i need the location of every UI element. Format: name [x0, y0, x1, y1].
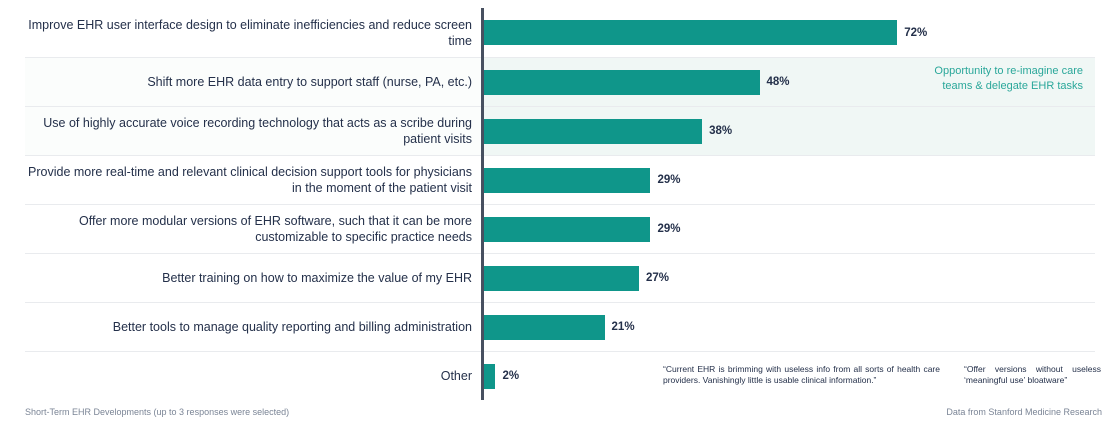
category-label: Offer more modular versions of EHR softw… — [79, 214, 472, 244]
bar-track: 29% — [481, 156, 1095, 204]
bar — [484, 20, 898, 45]
bar — [484, 118, 703, 144]
value-label: 2% — [502, 370, 520, 382]
category-label: Other — [440, 369, 472, 383]
bar — [484, 216, 651, 242]
category-label: Better tools to manage quality reporting… — [112, 320, 472, 334]
quote-2: “Offer versions without useless ‘meaning… — [964, 364, 1101, 385]
chart-row: Better tools to manage quality reporting… — [25, 302, 1095, 351]
bar — [484, 69, 760, 95]
bar-track: 27% — [481, 254, 1095, 302]
chart-caption: Short-Term EHR Developments (up to 3 res… — [25, 407, 290, 417]
value-label: 27% — [645, 272, 669, 284]
chart-row: Offer more modular versions of EHR softw… — [25, 204, 1095, 253]
bar-track: 2% — [481, 352, 1095, 400]
bar-track: 29% — [481, 205, 1095, 253]
value-label: 29% — [657, 223, 681, 235]
value-label: 48% — [766, 76, 790, 88]
chart-row: Shift more EHR data entry to support sta… — [25, 57, 1095, 106]
chart-row: Improve EHR user interface design to eli… — [25, 8, 1095, 57]
highlight-annotation-line-2: teams & delegate EHR tasks — [942, 79, 1083, 92]
value-label: 38% — [709, 125, 733, 137]
chart-row: Use of highly accurate voice recording t… — [25, 106, 1095, 155]
category-label: Better training on how to maximize the v… — [162, 271, 472, 285]
y-axis-line — [481, 8, 484, 400]
value-label: 72% — [904, 26, 928, 39]
bar — [484, 265, 639, 291]
data-source: Data from Stanford Medicine Research — [946, 407, 1102, 417]
chart-row: Better training on how to maximize the v… — [25, 253, 1095, 302]
value-label: 29% — [657, 174, 681, 186]
category-label: Provide more real-time and relevant clin… — [28, 165, 472, 195]
category-label: Shift more EHR data entry to support sta… — [147, 75, 472, 89]
chart-row: Provide more real-time and relevant clin… — [25, 155, 1095, 204]
bar — [484, 363, 496, 389]
bar — [484, 314, 605, 340]
bar-track: 48% — [481, 58, 1095, 106]
highlight-annotation-line-1: Opportunity to re-imagine care — [934, 65, 1083, 77]
bar-track: 21% — [481, 303, 1095, 351]
bar — [484, 167, 651, 193]
highlight-annotation: Opportunity to re-imagine care teams & d… — [934, 64, 1083, 93]
chart-row: Other 2% — [25, 351, 1095, 400]
category-label: Use of highly accurate voice recording t… — [43, 116, 472, 146]
bar-track: 38% — [481, 107, 1095, 155]
bar-track: 72% — [481, 8, 1095, 57]
chart-rows: Improve EHR user interface design to eli… — [25, 8, 1095, 400]
category-label: Improve EHR user interface design to eli… — [28, 17, 472, 48]
quote-1: “Current EHR is brimming with useless in… — [663, 364, 940, 385]
value-label: 21% — [611, 321, 635, 333]
